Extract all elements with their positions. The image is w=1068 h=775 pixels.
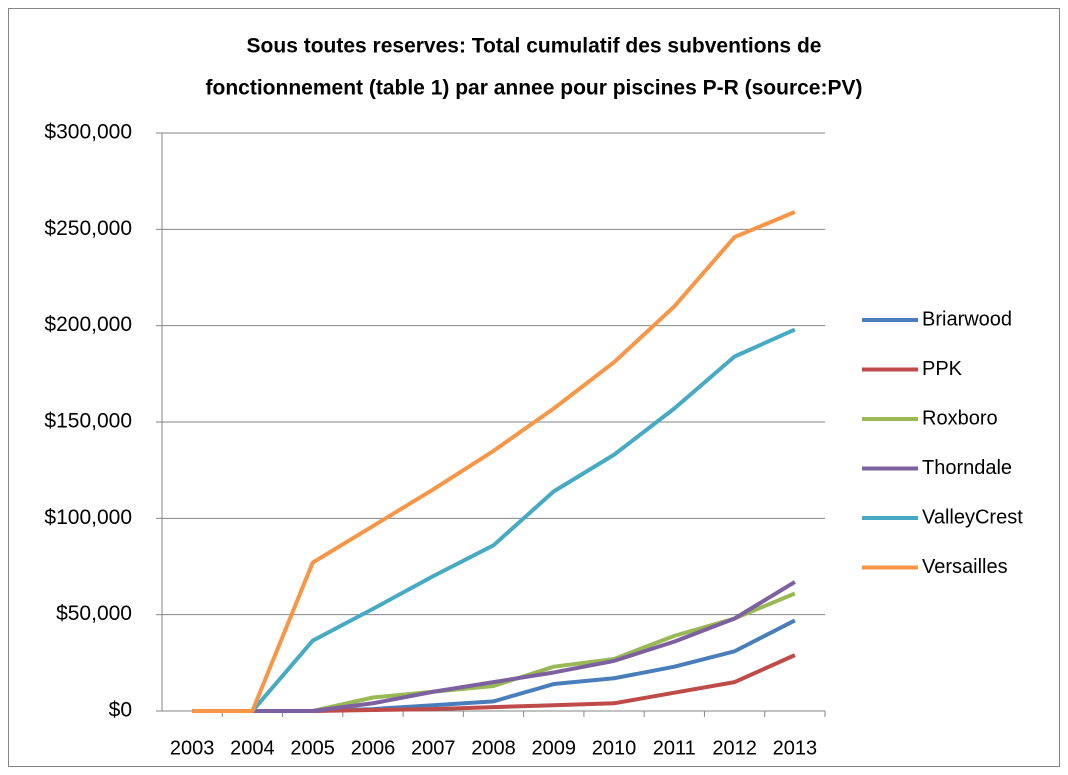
y-tick-label: $0 [109, 699, 132, 722]
chart-title: Sous toutes reserves: Total cumulatif de… [247, 35, 822, 58]
legend-label: Thorndale [922, 457, 1012, 479]
x-tick-label: 2012 [712, 737, 757, 759]
chart-title: fonctionnement (table 1) par annee pour … [206, 77, 863, 100]
x-tick-label: 2011 [653, 737, 696, 759]
legend-label: PPK [922, 358, 963, 380]
x-tick-label: 2004 [230, 737, 275, 759]
x-tick-label: 2008 [471, 737, 516, 759]
y-tick-label: $300,000 [44, 121, 132, 144]
y-tick-label: $100,000 [44, 506, 132, 529]
x-tick-label: 2010 [592, 737, 637, 759]
x-tick-label: 2003 [170, 737, 215, 759]
legend-label: Roxboro [922, 407, 998, 429]
x-tick-label: 2005 [290, 737, 335, 759]
y-tick-label: $250,000 [44, 217, 132, 240]
chart-border [8, 8, 1060, 767]
y-tick-label: $200,000 [44, 313, 132, 336]
series-line [192, 327, 796, 713]
series-line [192, 580, 796, 713]
legend-label: Briarwood [922, 308, 1012, 330]
legend-label: ValleyCrest [922, 506, 1023, 528]
x-tick-label: 2013 [773, 737, 818, 759]
series-line [192, 210, 796, 713]
y-tick-label: $150,000 [44, 410, 132, 433]
x-tick-label: 2007 [411, 737, 456, 759]
y-tick-label: $50,000 [56, 602, 132, 625]
x-tick-label: 2006 [351, 737, 396, 759]
x-tick-label: 2009 [532, 737, 577, 759]
legend-label: Versailles [922, 556, 1008, 578]
